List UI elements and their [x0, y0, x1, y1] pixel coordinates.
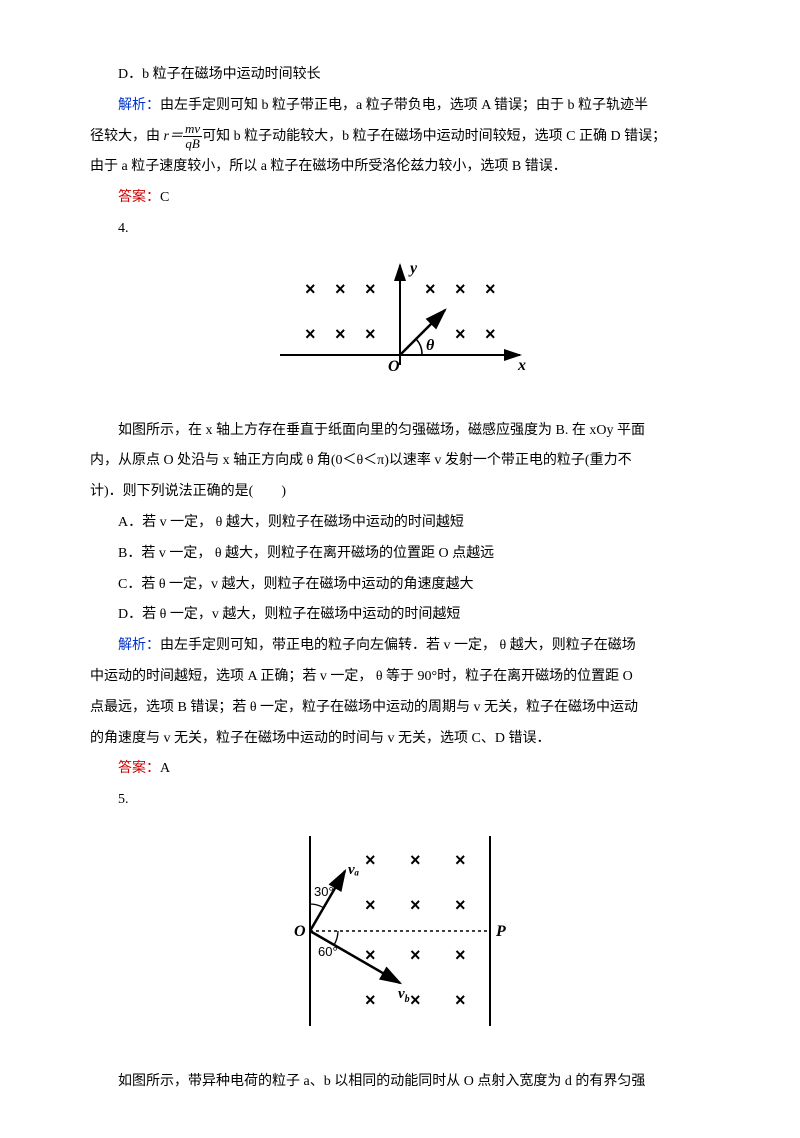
q5-figure: O P × × × × × × × × × × × × 30° 60° vₐ v… [90, 826, 710, 1049]
q3-answer-line: 答案：C [90, 183, 710, 214]
svg-text:×: × [485, 279, 496, 299]
q3-analysis-2a: 径较大，由 [90, 129, 164, 144]
o-label: O [388, 358, 400, 375]
svg-text:×: × [365, 895, 376, 915]
velocity-arrow [400, 310, 445, 355]
answer-label: 答案： [118, 761, 160, 776]
analysis-label: 解析： [118, 638, 160, 653]
svg-text:×: × [335, 324, 346, 344]
svg-text:×: × [410, 990, 421, 1010]
angle-arc [416, 339, 422, 355]
answer-label: 答案： [118, 190, 160, 205]
q4-stem-2: 内，从原点 O 处沿与 x 轴正方向成 θ 角(0＜θ＜π)以速率 v 发射一个… [90, 446, 710, 477]
svg-text:×: × [410, 895, 421, 915]
q4-option-b: B．若 v 一定， θ 越大，则粒子在离开磁场的位置距 O 点越远 [90, 539, 710, 570]
svg-text:×: × [455, 945, 466, 965]
q4-analysis-line2: 中运动的时间越短，选项 A 正确；若 v 一定， θ 等于 90°时，粒子在离开… [90, 662, 710, 693]
q4-figure: y x O × × × × × × × × × × × θ [90, 255, 710, 398]
r-eq: r＝ [164, 129, 183, 144]
va-label: vₐ [348, 862, 360, 878]
svg-text:×: × [485, 324, 496, 344]
q4-analysis-1: 由左手定则可知，带正电的粒子向左偏转．若 v 一定， θ 越大，则粒子在磁场 [160, 638, 636, 653]
svg-text:×: × [455, 895, 466, 915]
frac-num: mv [183, 122, 202, 137]
q4-stem-3: 计)．则下列说法正确的是( ) [90, 477, 710, 508]
q5-svg: O P × × × × × × × × × × × × 30° 60° vₐ v… [270, 826, 530, 1036]
q3-analysis-line1: 解析：由左手定则可知 b 粒子带正电，a 粒子带负电，选项 A 错误；由于 b … [90, 91, 710, 122]
crosses-5: × × × × × × × × × × × × [365, 850, 466, 1010]
x-label: x [517, 357, 526, 374]
q4-stem-1: 如图所示，在 x 轴上方存在垂直于纸面向里的匀强磁场，磁感应强度为 B. 在 x… [90, 416, 710, 447]
q3-analysis-2b: 可知 b 粒子动能较大，b 粒子在磁场中运动时间较短，选项 C 正确 D 错误； [202, 129, 666, 144]
vb-label: vb [398, 986, 410, 1005]
q3-option-d: D．b 粒子在磁场中运动时间较长 [90, 60, 710, 91]
svg-text:×: × [335, 279, 346, 299]
svg-text:×: × [365, 945, 376, 965]
svg-text:×: × [365, 279, 376, 299]
q4-option-a: A．若 v 一定， θ 越大，则粒子在磁场中运动的时间越短 [90, 508, 710, 539]
q5-stem-1: 如图所示，带异种电荷的粒子 a、b 以相同的动能同时从 O 点射入宽度为 d 的… [90, 1067, 710, 1098]
svg-text:×: × [305, 324, 316, 344]
q3-answer: C [160, 190, 169, 205]
o-label-5: O [294, 923, 306, 940]
svg-text:×: × [305, 279, 316, 299]
theta-label: θ [426, 337, 435, 354]
svg-text:×: × [455, 279, 466, 299]
svg-text:×: × [365, 990, 376, 1010]
y-label: y [408, 260, 418, 277]
q4-analysis-line4: 的角速度与 v 无关，粒子在磁场中运动的时间与 v 无关，选项 C、D 错误． [90, 724, 710, 755]
q4-option-c: C．若 θ 一定，v 越大，则粒子在磁场中运动的角速度越大 [90, 570, 710, 601]
q4-option-d: D．若 θ 一定，v 越大，则粒子在磁场中运动的时间越短 [90, 600, 710, 631]
svg-text:×: × [455, 990, 466, 1010]
p-label-5: P [495, 923, 506, 940]
svg-text:×: × [425, 279, 436, 299]
arc-60 [334, 931, 338, 945]
svg-text:×: × [365, 324, 376, 344]
svg-text:×: × [410, 945, 421, 965]
q4-analysis-line1: 解析：由左手定则可知，带正电的粒子向左偏转．若 v 一定， θ 越大，则粒子在磁… [90, 631, 710, 662]
q3-analysis-line2: 径较大，由 r＝mvqB可知 b 粒子动能较大，b 粒子在磁场中运动时间较短，选… [90, 122, 710, 153]
analysis-label: 解析： [118, 98, 160, 113]
q4-answer: A [160, 761, 170, 776]
svg-text:×: × [410, 850, 421, 870]
q5-number: 5. [90, 785, 710, 816]
q3-analysis-1: 由左手定则可知 b 粒子带正电，a 粒子带负电，选项 A 错误；由于 b 粒子轨… [160, 98, 648, 113]
svg-text:×: × [365, 850, 376, 870]
q4-svg: y x O × × × × × × × × × × × θ [260, 255, 540, 385]
arc-30 [310, 904, 324, 908]
q4-number: 4. [90, 214, 710, 245]
q4-answer-line: 答案：A [90, 754, 710, 785]
ang30-label: 30° [314, 884, 334, 899]
frac-den: qB [183, 137, 202, 151]
fraction-mv-qb: mvqB [183, 122, 202, 152]
q3-analysis-line3: 由于 a 粒子速度较小，所以 a 粒子在磁场中所受洛伦兹力较小，选项 B 错误． [90, 152, 710, 183]
q4-analysis-line3: 点最远，选项 B 错误；若 θ 一定，粒子在磁场中运动的周期与 v 无关，粒子在… [90, 693, 710, 724]
va-arrow [310, 871, 345, 931]
ang60-label: 60° [318, 944, 338, 959]
svg-text:×: × [455, 850, 466, 870]
svg-text:×: × [455, 324, 466, 344]
